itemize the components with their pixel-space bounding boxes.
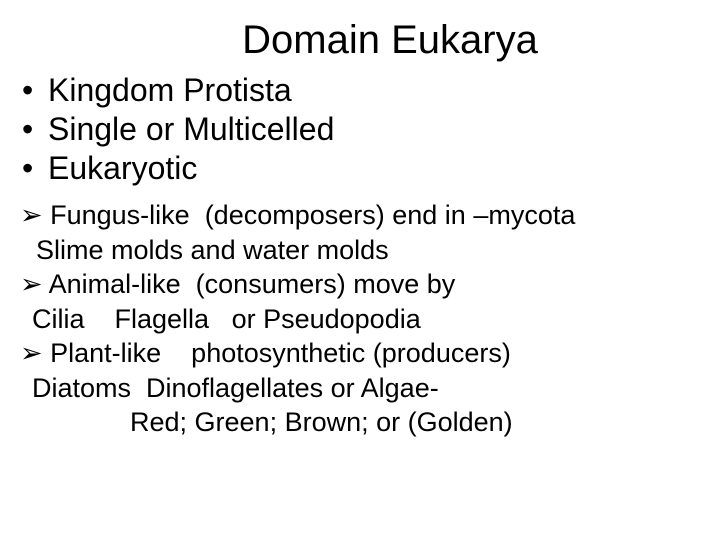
bullet-item: Single or Multicelled [20, 110, 700, 149]
line-animal-like: Animal-like (consumers) move by [20, 267, 700, 302]
slide: Domain Eukarya Kingdom Protista Single o… [0, 0, 720, 540]
text: Plant-like photosynthetic (producers) [50, 338, 511, 368]
line-cilia: Cilia Flagella or Pseudopodia [20, 302, 700, 337]
line-fungus-like: Fungus-like (decomposers) end in –mycota [20, 198, 700, 233]
text: Animal-like (consumers) move by [49, 269, 456, 299]
slide-title: Domain Eukarya [20, 18, 700, 63]
line-slime-molds: Slime molds and water molds [20, 233, 700, 268]
bullet-item: Eukaryotic [20, 149, 700, 188]
bullet-list: Kingdom Protista Single or Multicelled E… [20, 71, 700, 188]
body-text: Fungus-like (decomposers) end in –mycota… [20, 198, 700, 440]
line-algae-colors: Red; Green; Brown; or (Golden) [20, 405, 700, 440]
line-plant-like: Plant-like photosynthetic (producers) [20, 336, 700, 371]
text: Fungus-like (decomposers) end in –mycota [50, 200, 575, 230]
line-diatoms: Diatoms Dinoflagellates or Algae- [20, 371, 700, 406]
bullet-item: Kingdom Protista [20, 71, 700, 110]
